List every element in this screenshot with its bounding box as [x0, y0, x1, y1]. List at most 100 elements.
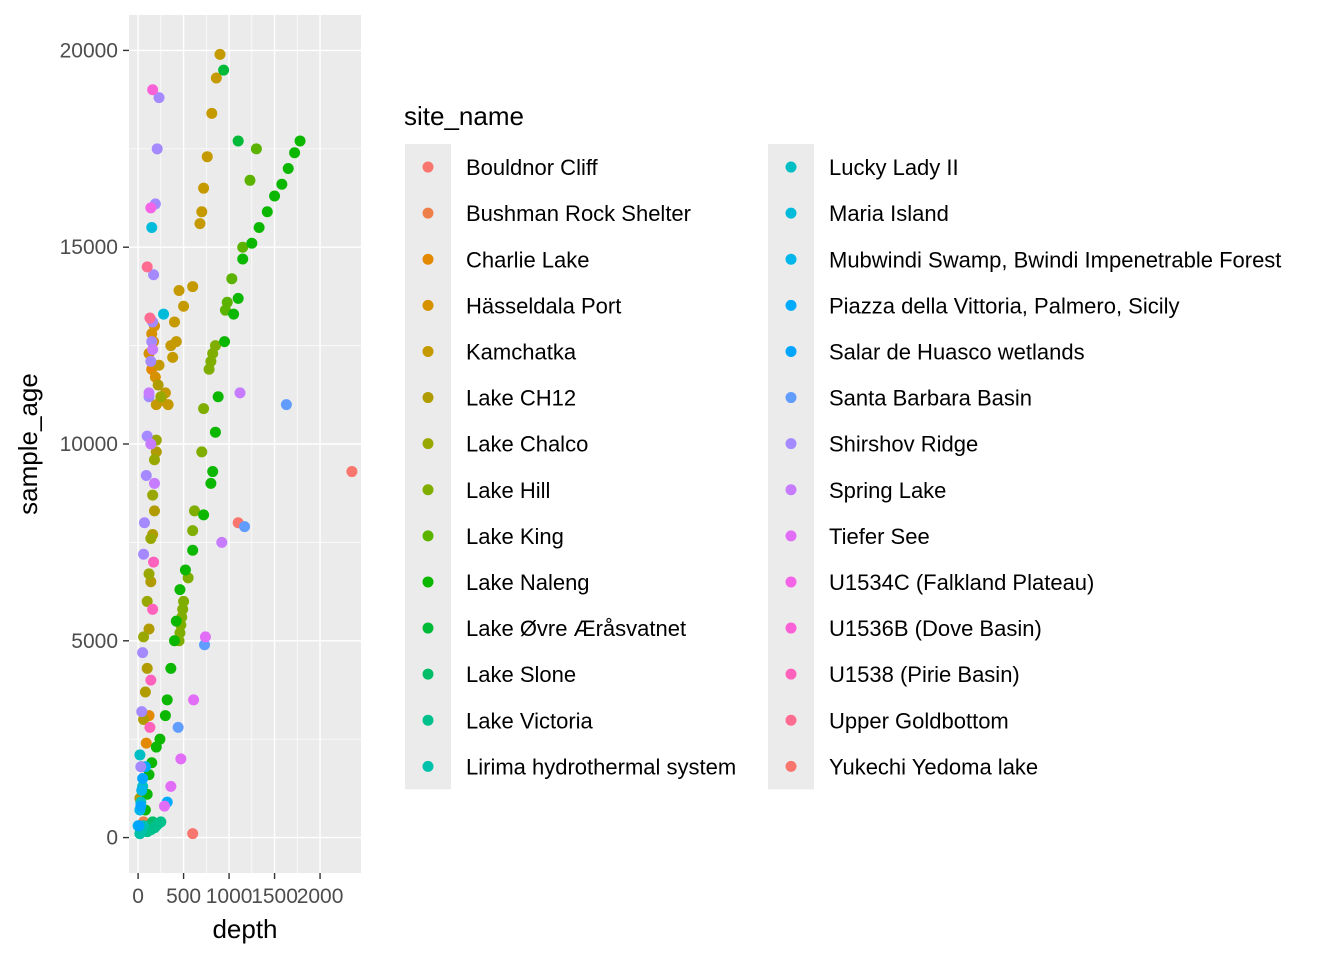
- grid-major: [129, 15, 361, 873]
- legend-title: site_name: [404, 101, 524, 131]
- data-point: [165, 662, 177, 674]
- data-point: [250, 143, 262, 155]
- legend-key: [422, 760, 434, 772]
- data-point: [159, 710, 171, 722]
- legend-label: U1536B (Dove Basin): [829, 616, 1042, 641]
- legend-label: Lake Victoria: [466, 708, 594, 733]
- data-point: [151, 143, 163, 155]
- y-tick-label: 0: [106, 827, 118, 850]
- legend-key: [785, 622, 797, 634]
- data-point: [148, 269, 160, 281]
- data-point: [155, 391, 167, 403]
- data-point: [187, 281, 199, 293]
- data-point: [153, 359, 165, 371]
- data-point: [147, 344, 159, 356]
- legend-label: Hässeldala Port: [466, 293, 621, 318]
- legend-key: [422, 714, 434, 726]
- legend-label: Upper Goldbottom: [829, 708, 1009, 733]
- data-point: [196, 446, 208, 458]
- data-point: [196, 206, 208, 218]
- legend-label: Bushman Rock Shelter: [466, 201, 691, 226]
- data-point: [294, 135, 306, 147]
- legend-key: [785, 161, 797, 173]
- data-point: [135, 761, 147, 773]
- legend-key: [422, 484, 434, 496]
- data-point: [214, 48, 226, 60]
- data-point: [253, 222, 265, 234]
- legend-key: [422, 161, 434, 173]
- legend-key: [422, 392, 434, 404]
- legend-label: Maria Island: [829, 201, 949, 226]
- legend-label: Lake Hill: [466, 478, 550, 503]
- legend-key: [785, 484, 797, 496]
- y-axis-title: sample_age: [13, 373, 43, 515]
- x-tick-label: 1000: [206, 885, 253, 908]
- data-point: [179, 564, 191, 576]
- data-point: [346, 466, 358, 478]
- data-point: [168, 635, 180, 647]
- data-point: [189, 505, 201, 517]
- data-point: [158, 800, 170, 812]
- data-point: [239, 521, 251, 533]
- data-point: [187, 828, 199, 840]
- data-point: [137, 647, 149, 659]
- data-point: [234, 387, 246, 399]
- data-point: [154, 733, 166, 745]
- data-point: [136, 706, 148, 718]
- data-point: [212, 391, 224, 403]
- data-point: [232, 292, 244, 304]
- data-point: [147, 489, 159, 501]
- data-point: [226, 273, 238, 285]
- legend-key: [422, 299, 434, 311]
- legend-label: Mubwindi Swamp, Bwindi Impenetrable Fore…: [829, 247, 1281, 272]
- legend-key: [422, 530, 434, 542]
- data-point: [141, 595, 153, 607]
- data-point: [261, 206, 273, 218]
- data-point: [237, 253, 249, 265]
- data-point: [218, 64, 230, 76]
- data-point: [138, 517, 150, 529]
- legend-key: [422, 345, 434, 357]
- legend-key: [785, 576, 797, 588]
- legend-label: Salar de Huasco wetlands: [829, 339, 1085, 364]
- y-tick-label: 20000: [60, 39, 118, 62]
- data-point: [168, 316, 180, 328]
- legend-label: Lake Chalco: [466, 432, 588, 457]
- data-point: [140, 737, 152, 749]
- data-point: [174, 584, 186, 596]
- legend-key: [422, 207, 434, 219]
- data-point: [269, 190, 281, 202]
- legend-key: [422, 438, 434, 450]
- legend-label: Lucky Lady II: [829, 155, 959, 180]
- data-point: [178, 300, 190, 312]
- data-point: [141, 662, 153, 674]
- legend-label: Shirshov Ridge: [829, 432, 978, 457]
- legend-label: Yukechi Yedoma lake: [829, 754, 1038, 779]
- legend-label: Lake Slone: [466, 662, 576, 687]
- data-point: [206, 107, 218, 119]
- data-point: [237, 241, 249, 253]
- data-point: [145, 674, 157, 686]
- legend-label: Piazza della Vittoria, Palmero, Sicily: [829, 293, 1180, 318]
- data-point: [199, 631, 211, 643]
- y-tick-label: 5000: [71, 630, 118, 653]
- data-point: [136, 784, 148, 796]
- data-point: [205, 477, 217, 489]
- legend-label: Spring Lake: [829, 478, 946, 503]
- data-point: [282, 162, 294, 174]
- data-point: [194, 218, 206, 230]
- data-point: [216, 536, 228, 548]
- data-point: [246, 237, 258, 249]
- data-point: [161, 694, 173, 706]
- legend-key: [785, 253, 797, 265]
- legend-label: Lake Øvre Æråsvatnet: [466, 616, 686, 641]
- data-point: [145, 532, 157, 544]
- data-point: [144, 721, 156, 733]
- legend-key: [785, 345, 797, 357]
- data-point: [148, 454, 160, 466]
- data-point: [187, 525, 199, 537]
- data-point: [145, 202, 157, 214]
- data-point: [201, 151, 213, 163]
- data-point: [175, 753, 187, 765]
